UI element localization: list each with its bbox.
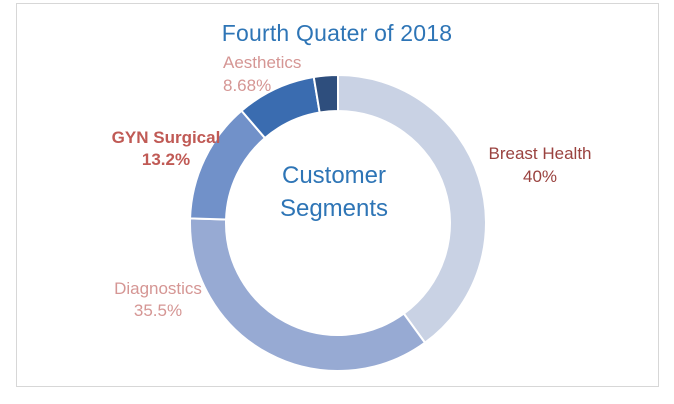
- label-breast-health: Breast Health 40%: [478, 142, 602, 188]
- donut-slice-other: [312, 73, 339, 114]
- label-gyn-surgical: GYN Surgical 13.2%: [106, 127, 226, 171]
- chart-title: Fourth Quater of 2018: [221, 20, 453, 46]
- label-breast-health-pct: 40%: [522, 167, 558, 186]
- label-aesthetics-pct: 8.68%: [223, 76, 272, 95]
- label-diagnostics-name: Diagnostics: [114, 279, 202, 298]
- donut-slice-diagnostics: [189, 217, 427, 372]
- label-gyn-surgical-pct: 13.2%: [141, 150, 191, 169]
- label-diagnostics: Diagnostics 35.5%: [98, 278, 218, 322]
- donut-slice-breast-health: [337, 73, 487, 345]
- donut-center-label: Customer Segments: [234, 159, 434, 225]
- label-aesthetics: Aesthetics 8.68%: [223, 51, 301, 97]
- center-label-line2: Segments: [279, 195, 389, 222]
- label-diagnostics-pct: 35.5%: [133, 301, 183, 320]
- label-aesthetics-name: Aesthetics: [223, 53, 302, 72]
- label-breast-health-name: Breast Health: [488, 144, 592, 163]
- label-gyn-surgical-name: GYN Surgical: [111, 128, 221, 147]
- center-label-line1: Customer: [281, 162, 387, 189]
